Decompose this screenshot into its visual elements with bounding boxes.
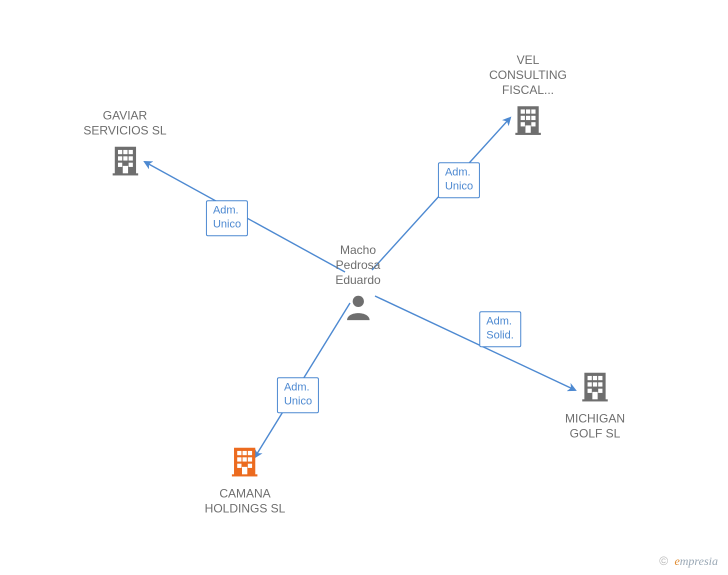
building-icon [578,369,612,408]
brand-rest: mpresia [680,554,718,568]
person-icon [343,292,373,327]
copyright-symbol: © [659,554,668,568]
building-icon [228,444,262,483]
company-label: VEL CONSULTING FISCAL... [489,53,567,98]
company-node-vel[interactable]: VEL CONSULTING FISCAL... [489,53,567,141]
company-node-michigan[interactable]: MICHIGAN GOLF SL [565,369,625,442]
company-label: CAMANA HOLDINGS SL [205,487,286,517]
company-label: GAVIAR SERVICIOS SL [83,109,166,139]
center-node-person[interactable]: Macho Pedrosa Eduardo [335,243,380,327]
building-icon [108,143,142,182]
building-icon [511,102,545,141]
diagram-canvas: Macho Pedrosa Eduardo GAVIAR SERVICIOS S… [0,0,728,575]
center-node-label: Macho Pedrosa Eduardo [335,243,380,288]
edge-label-adm-unico: Adm. Unico [206,200,248,236]
company-label: MICHIGAN GOLF SL [565,412,625,442]
company-node-camana[interactable]: CAMANA HOLDINGS SL [205,444,286,517]
company-node-gaviar[interactable]: GAVIAR SERVICIOS SL [83,109,166,182]
edge-label-adm-solid: Adm. Solid. [479,311,521,347]
footer-credit: © empresia [659,554,718,569]
edge-label-adm-unico: Adm. Unico [438,162,480,198]
edge-label-adm-unico: Adm. Unico [277,377,319,413]
